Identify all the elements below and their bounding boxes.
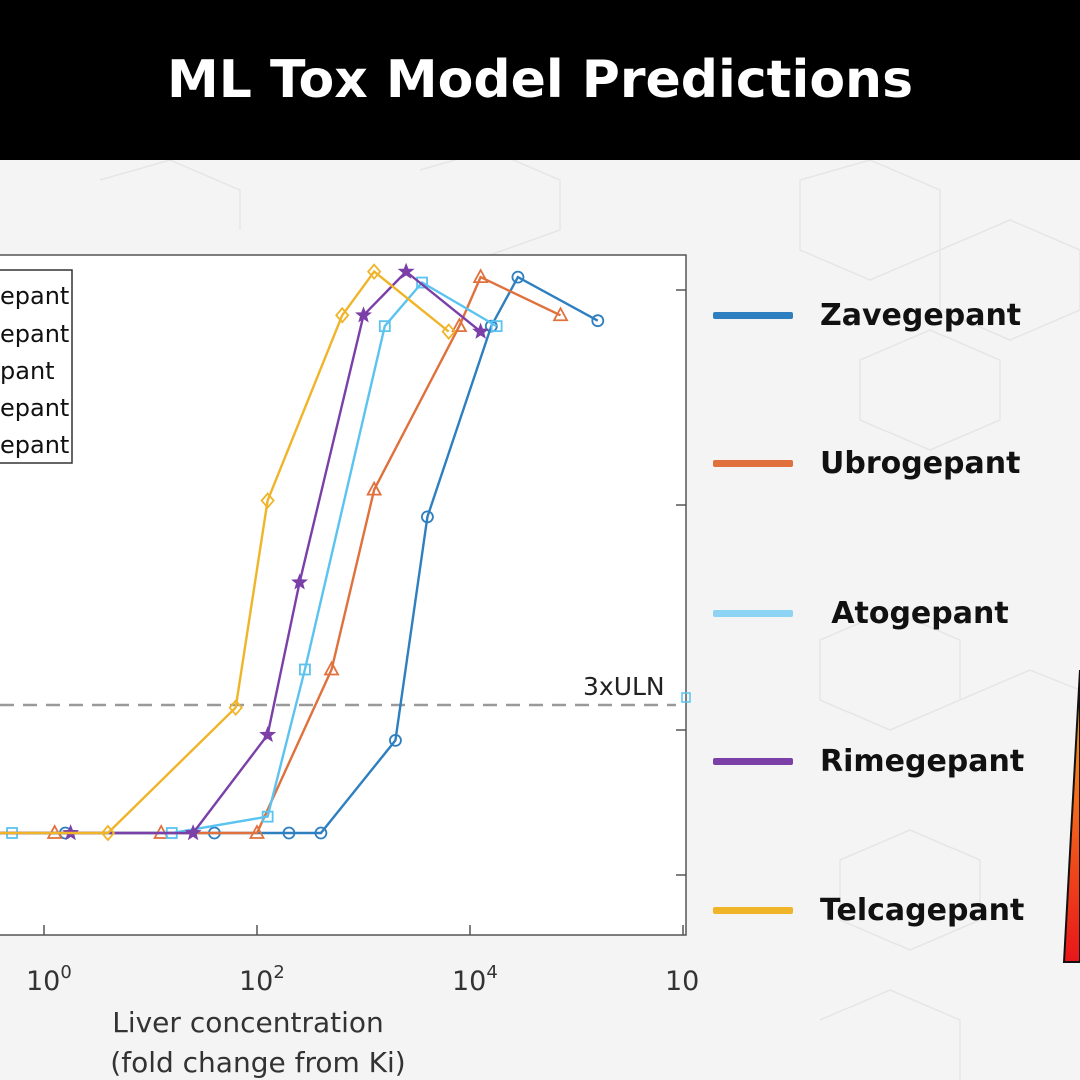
x-tick-label: 104 — [452, 962, 498, 997]
series-layer — [0, 262, 605, 842]
legend-swatch — [713, 757, 793, 765]
title-bar: ML Tox Model Predictions — [0, 0, 1080, 160]
data-point — [299, 663, 311, 676]
data-point — [511, 270, 525, 284]
x-tick-label: 100 — [26, 962, 72, 997]
data-point — [490, 320, 503, 333]
legend-swatch — [713, 459, 793, 467]
data-point — [420, 510, 434, 524]
inner-legend-box — [0, 269, 73, 464]
legend-item-ubrogepant: Ubrogepant — [700, 443, 1040, 483]
legend-label: Atogepant — [831, 595, 1009, 631]
series-telcagepant — [0, 263, 456, 842]
hexagon-background-pattern — [99, 160, 1080, 1080]
legend-swatch — [713, 311, 793, 319]
data-point — [228, 699, 243, 717]
slide-title: ML Tox Model Predictions — [166, 50, 914, 110]
data-point — [100, 824, 116, 842]
data-point — [472, 322, 490, 339]
x-axis-label-line1: Liver concentration — [112, 1006, 384, 1039]
data-point — [291, 573, 309, 590]
legend-label: Ubrogepant — [820, 445, 1021, 481]
data-point — [378, 320, 391, 333]
data-point — [552, 306, 569, 322]
data-point — [260, 492, 275, 509]
legend-label: Rimegepant — [820, 743, 1025, 779]
x-axis-ticks: 100 102 104 106 — [26, 925, 700, 997]
inner-legend-entry: epant — [0, 282, 69, 310]
x-axis-label-line2: (fold change from Ki) — [110, 1046, 405, 1079]
data-point — [184, 824, 202, 841]
data-point — [389, 733, 402, 747]
data-point — [416, 276, 428, 289]
risk-gradient-bar — [1062, 669, 1080, 963]
series-line — [0, 269, 450, 835]
inner-legend-entry: pant — [0, 357, 55, 385]
data-point — [248, 824, 266, 839]
data-point — [355, 306, 372, 323]
data-point — [282, 826, 296, 840]
threshold-label: 3xULN — [583, 672, 665, 701]
data-point — [259, 725, 277, 743]
y-axis-ticks — [676, 289, 686, 876]
data-point — [397, 262, 415, 279]
x-tick-label: 106 — [665, 962, 700, 997]
inner-legend-entry: epant — [0, 431, 69, 459]
legend-label: Telcagepant — [820, 892, 1025, 928]
legend-item-rimegepant: Rimegepant — [700, 741, 1040, 781]
data-point — [314, 826, 328, 840]
data-point — [472, 268, 489, 283]
legend-item-atogepant: Atogepant — [700, 593, 1040, 633]
data-point — [335, 306, 350, 324]
data-point — [366, 480, 383, 496]
legend-swatch — [713, 906, 793, 914]
inner-legend-entry: epant — [0, 320, 69, 348]
plot-area — [0, 254, 687, 936]
threshold-marker — [681, 692, 691, 703]
inner-legend: epant epant pant epant epant — [0, 269, 73, 464]
legend-label: Zavegepant — [820, 297, 1022, 333]
x-tick-label: 102 — [239, 962, 285, 997]
data-point — [441, 323, 456, 340]
data-point — [451, 317, 468, 333]
data-point — [323, 660, 340, 676]
legend-swatch — [713, 609, 793, 617]
data-point — [261, 810, 274, 823]
legend-item-telcagepant: Telcagepant — [700, 890, 1040, 930]
data-point — [366, 263, 382, 281]
liver-concentration-chart: 3xULN epant epant pant epant epant 100 10… — [0, 254, 700, 1079]
inner-legend-entry: epant — [0, 394, 69, 422]
legend-item-zavegepant: Zavegepant — [700, 295, 1040, 335]
data-point — [591, 314, 605, 328]
